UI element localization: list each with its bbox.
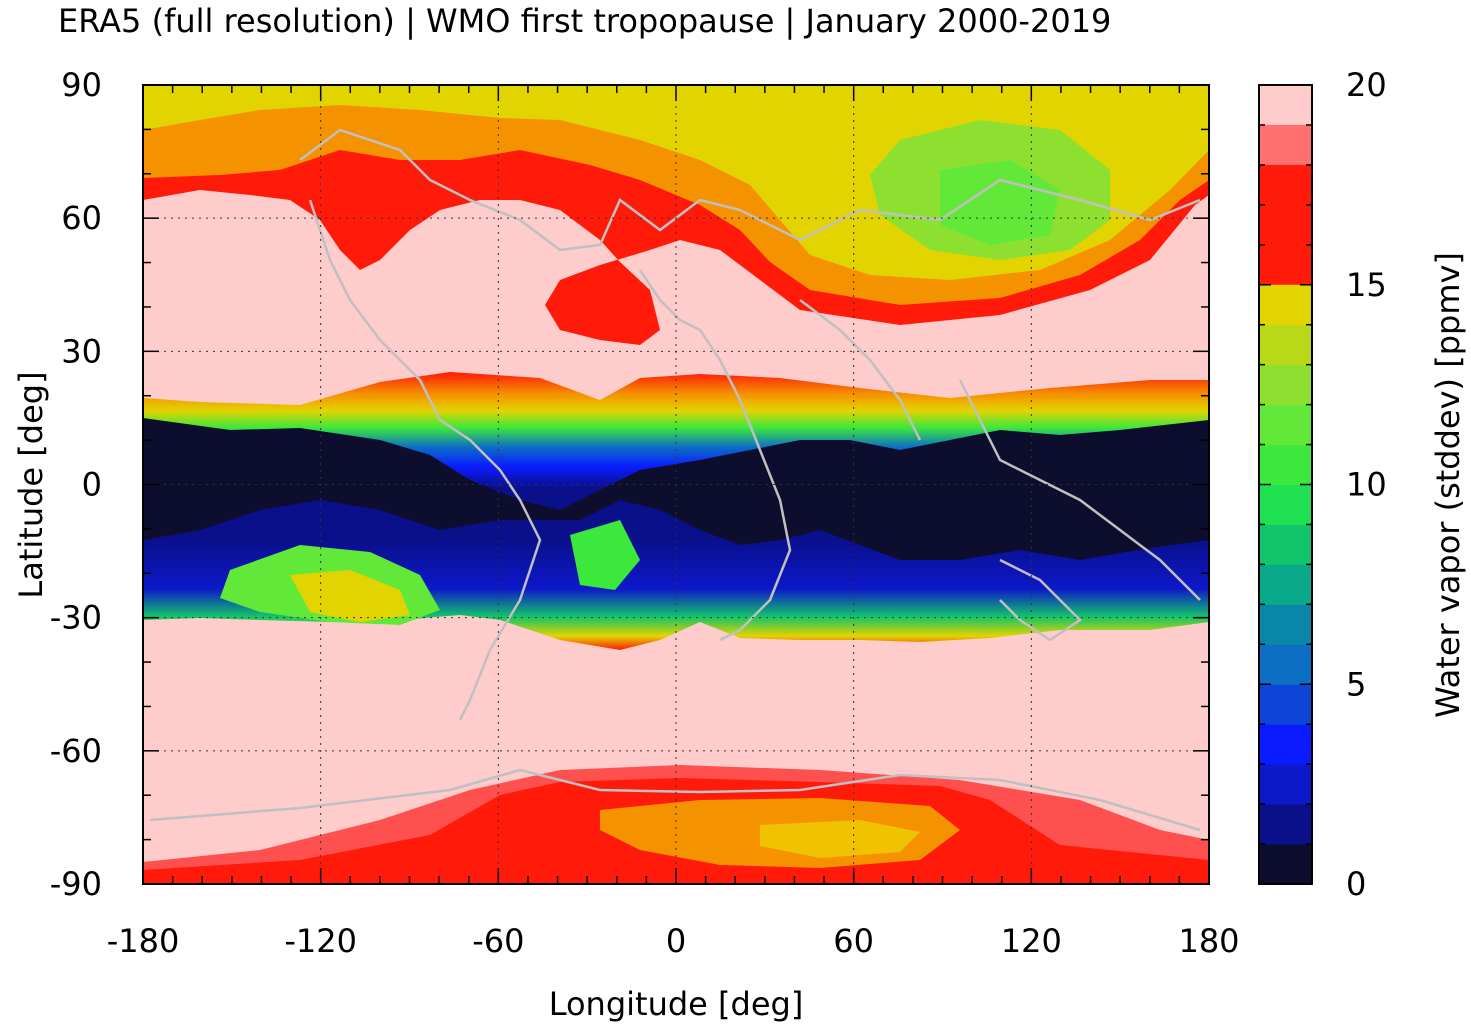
x-tick-labels: -180 -120 -60 0 60 120 180	[107, 922, 1240, 960]
x-tick-label: -120	[284, 922, 357, 960]
chart-title: ERA5 (full resolution) | WMO first tropo…	[58, 2, 1112, 40]
colorbar-tick-label: 5	[1346, 665, 1366, 703]
colorbar-swatch	[1259, 404, 1312, 446]
colorbar-tick-label: 20	[1346, 66, 1387, 104]
antarctic-band-yellow	[760, 820, 920, 858]
grid	[143, 85, 1209, 884]
arctic-band-light-green	[940, 160, 1060, 245]
tropical-core-dark	[143, 418, 1209, 560]
x-tick-label: -60	[472, 922, 524, 960]
y-tick-label: -30	[50, 599, 102, 637]
colorbar-swatch	[1259, 724, 1312, 765]
x-axis-label: Longitude [deg]	[549, 985, 804, 1023]
plot-frame	[142, 84, 1210, 885]
x-tick-label: 120	[1001, 922, 1062, 960]
coastlines	[149, 128, 1201, 832]
colorbar-swatch	[1259, 444, 1312, 485]
y-tick-label: -90	[50, 865, 102, 903]
colorbar-label: Water vapor (stddev) [ppmv]	[1429, 252, 1467, 718]
x-tick-label: 180	[1178, 922, 1239, 960]
colorbar-tick-labels: 0 5 10 15 20	[1346, 66, 1387, 903]
colorbar-frame	[1258, 84, 1313, 885]
colorbar-tick-label: 15	[1346, 266, 1387, 304]
colorbar-tick-label: 10	[1346, 466, 1387, 504]
colorbar-swatch	[1259, 124, 1312, 165]
colorbar-swatch	[1259, 85, 1312, 125]
colorbar-swatch	[1259, 644, 1312, 685]
colorbar-swatch	[1259, 284, 1312, 326]
colorbar-swatch	[1259, 684, 1312, 725]
colorbar-swatch	[1259, 804, 1312, 845]
y-tick-label: 0	[82, 466, 102, 504]
colorbar	[1259, 84, 1312, 885]
x-tick-label: -180	[107, 922, 180, 960]
colorbar-swatch	[1259, 604, 1312, 645]
y-tick-labels: 90 60 30 0 -30 -60 -90	[50, 66, 102, 903]
ticks	[142, 84, 1210, 885]
colorbar-swatch	[1259, 764, 1312, 805]
colorbar-swatch	[1259, 484, 1312, 525]
x-tick-label: 0	[666, 922, 686, 960]
y-axis-label: Latitude [deg]	[12, 371, 50, 598]
y-tick-label: 90	[61, 66, 102, 104]
y-tick-label: 30	[61, 332, 102, 370]
colorbar-swatch	[1259, 564, 1312, 605]
south-atlantic-green-patch	[570, 520, 640, 590]
x-tick-label: 60	[833, 922, 874, 960]
colorbar-swatch	[1259, 844, 1312, 885]
colorbar-tick-label: 0	[1346, 865, 1366, 903]
colorbar-swatch	[1259, 364, 1312, 406]
south-pacific-yellow-patch	[290, 570, 410, 622]
y-tick-label: -60	[50, 732, 102, 770]
colorbar-swatch	[1259, 164, 1312, 285]
colorbar-swatch	[1259, 324, 1312, 366]
colorbar-swatch	[1259, 524, 1312, 565]
y-tick-label: 60	[61, 199, 102, 237]
